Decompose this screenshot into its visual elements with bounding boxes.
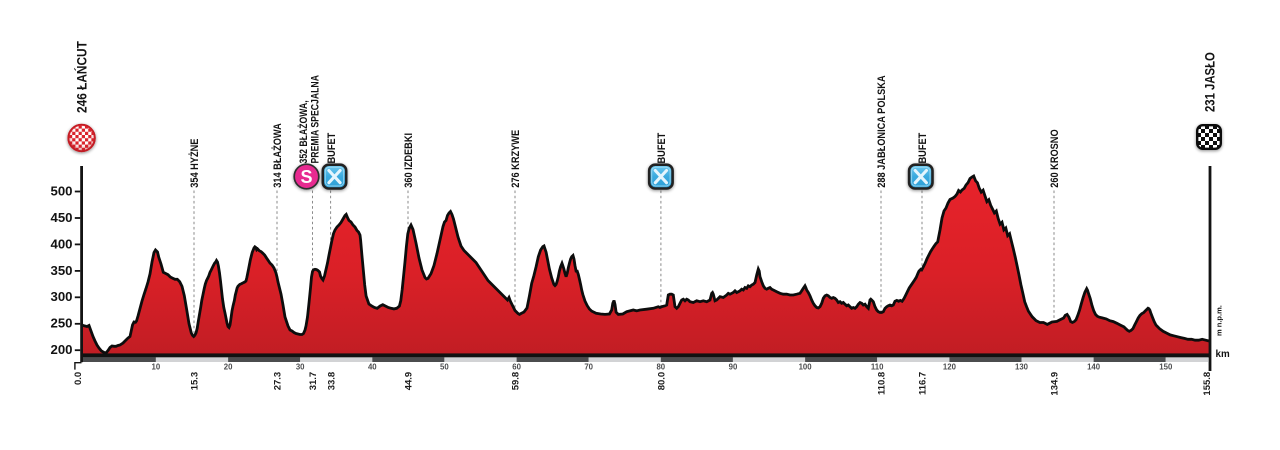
svg-text:400: 400 <box>50 236 72 251</box>
svg-text:360 IZDEBKI: 360 IZDEBKI <box>404 133 416 188</box>
svg-text:300: 300 <box>50 289 72 304</box>
svg-text:352 BŁAŻOWA,: 352 BŁAŻOWA, <box>298 100 310 163</box>
svg-text:15.3: 15.3 <box>190 372 201 391</box>
svg-text:260 KROSNO: 260 KROSNO <box>1050 129 1062 188</box>
svg-text:BUFET: BUFET <box>918 132 930 163</box>
svg-text:150: 150 <box>1159 362 1173 371</box>
svg-text:20: 20 <box>224 362 233 371</box>
svg-text:450: 450 <box>50 210 72 225</box>
svg-text:200: 200 <box>50 342 72 357</box>
svg-text:44.9: 44.9 <box>404 372 415 391</box>
svg-text:m n.p.m.: m n.p.m. <box>1215 305 1224 336</box>
svg-text:80.0: 80.0 <box>657 372 668 391</box>
svg-text:50: 50 <box>440 362 449 371</box>
svg-text:354 HYŻNE: 354 HYŻNE <box>187 138 201 187</box>
svg-text:134.9: 134.9 <box>1050 372 1061 396</box>
svg-text:31.7: 31.7 <box>308 372 319 391</box>
svg-text:80: 80 <box>656 362 665 371</box>
svg-text:10: 10 <box>152 362 161 371</box>
svg-text:33.8: 33.8 <box>326 372 337 391</box>
svg-text:BUFET: BUFET <box>326 132 338 163</box>
svg-text:60: 60 <box>512 362 521 371</box>
svg-text:40: 40 <box>368 362 377 371</box>
svg-text:500: 500 <box>50 183 72 198</box>
svg-text:116.7: 116.7 <box>918 372 929 395</box>
svg-text:90: 90 <box>729 362 738 371</box>
svg-text:30: 30 <box>296 362 305 371</box>
svg-text:276 KRZYWE: 276 KRZYWE <box>511 130 523 188</box>
svg-text:350: 350 <box>50 263 72 278</box>
svg-text:PREMIA SPECJALNA: PREMIA SPECJALNA <box>309 75 321 163</box>
svg-text:155.8: 155.8 <box>1202 372 1213 396</box>
svg-text:231 JASŁO: 231 JASŁO <box>1202 52 1217 112</box>
svg-text:246 ŁAŃCUT: 246 ŁAŃCUT <box>74 41 90 113</box>
svg-text:130: 130 <box>1015 362 1029 371</box>
svg-text:314 BŁAŻOWA: 314 BŁAŻOWA <box>270 123 284 188</box>
svg-text:140: 140 <box>1087 362 1101 371</box>
svg-text:0.0: 0.0 <box>73 372 84 385</box>
svg-text:250: 250 <box>50 316 72 331</box>
svg-text:BUFET: BUFET <box>656 132 668 163</box>
svg-text:100: 100 <box>799 362 813 371</box>
svg-text:S: S <box>300 167 312 187</box>
svg-text:km: km <box>1216 349 1230 360</box>
svg-text:288 JABŁONICA POLSKA: 288 JABŁONICA POLSKA <box>877 75 889 188</box>
svg-text:70: 70 <box>584 362 593 371</box>
svg-text:27.3: 27.3 <box>273 372 284 391</box>
svg-text:59.8: 59.8 <box>511 372 522 391</box>
svg-text:120: 120 <box>943 362 957 371</box>
svg-text:110.8: 110.8 <box>877 372 888 395</box>
svg-text:110: 110 <box>871 362 884 371</box>
